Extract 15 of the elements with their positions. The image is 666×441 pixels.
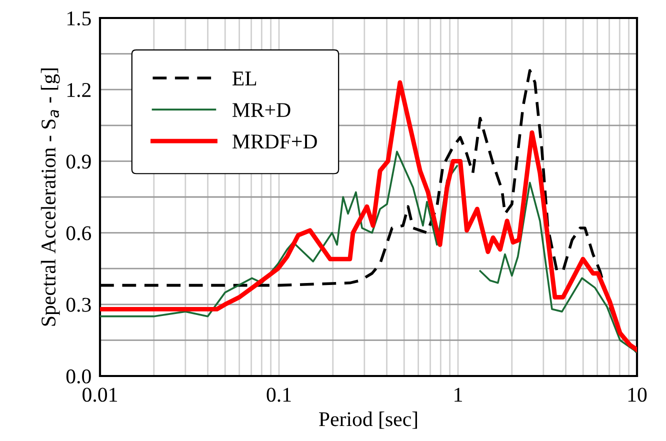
x-tick-label: 1: [454, 388, 462, 402]
x-tick-label: 10: [628, 388, 647, 402]
y-tick-label: 1.5: [67, 11, 91, 26]
legend-label: MR+D: [232, 103, 290, 117]
y-tick-label: 0.3: [66, 298, 91, 312]
legend-label: MRDF+D: [232, 134, 317, 148]
y-tick-label: 0.6: [66, 226, 92, 240]
y-axis-title: Spectral Acceleration - S$_{a}$ - [g]: [40, 68, 60, 326]
legend-label: EL: [232, 72, 256, 86]
y-tick-label: 1.2: [67, 83, 91, 98]
y-tick-label: 0.0: [66, 369, 91, 384]
x-tick-label: 0.01: [82, 388, 117, 402]
y-tick-label: 0.9: [66, 154, 91, 169]
x-tick-label: 0.1: [266, 388, 291, 402]
x-axis-title: Period [sec]: [319, 412, 417, 429]
